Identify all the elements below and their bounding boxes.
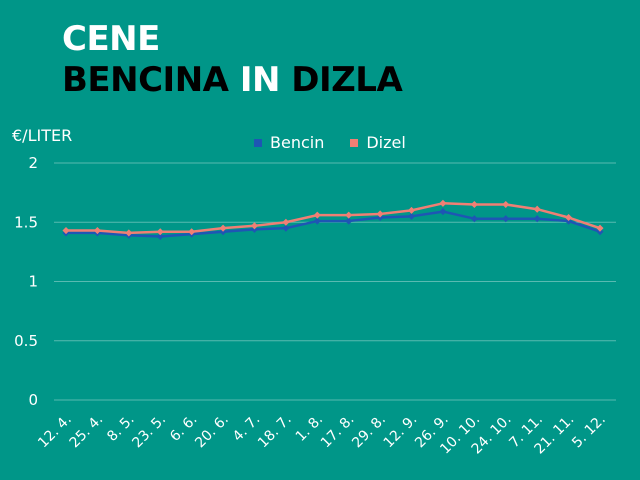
data-point-dizel [188, 228, 196, 236]
x-tick-label: 23. 5. [129, 412, 169, 452]
data-point-dizel [282, 218, 290, 226]
y-tick-label: 0.5 [14, 332, 38, 350]
x-tick-label: 25. 4. [67, 412, 107, 452]
legend-item-dizel: Dizel [350, 133, 406, 152]
data-point-bencin [156, 232, 164, 241]
x-tick-label: 12. 9. [381, 412, 421, 452]
y-tick-label: 1.5 [14, 213, 38, 231]
data-point-dizel [502, 200, 510, 209]
data-point-dizel [596, 224, 604, 232]
data-point-bencin [470, 215, 478, 223]
data-point-bencin [596, 228, 604, 236]
chart-legend: Bencin Dizel [254, 133, 432, 152]
data-point-dizel [219, 224, 227, 232]
series-line-bencin [66, 210, 601, 238]
x-tick-label: 20. 6. [192, 412, 232, 452]
title-word-dizla: DIZLA [291, 60, 403, 100]
series-line-dizel [66, 202, 601, 235]
title-word-in: IN [239, 60, 281, 100]
data-point-bencin [533, 215, 541, 223]
data-point-bencin [502, 215, 510, 223]
data-point-dizel [470, 200, 478, 209]
data-point-dizel [62, 227, 70, 235]
y-tick-label: 2 [28, 154, 38, 172]
x-tick-label: 12. 4. [35, 412, 75, 452]
data-point-bencin [250, 225, 259, 233]
legend-item-bencin: Bencin [254, 133, 324, 152]
data-point-dizel [439, 199, 447, 207]
data-point-dizel [407, 206, 416, 214]
x-tick-label: 17. 8. [318, 412, 358, 452]
legend-swatch-dizel [350, 138, 359, 147]
title-line-2: BENCINA IN DIZLA [62, 60, 403, 100]
data-point-bencin [219, 228, 227, 236]
data-point-dizel [345, 211, 353, 219]
title-word-bencina: BENCINA [62, 60, 229, 100]
data-point-dizel [313, 211, 321, 219]
x-tick-label: 18. 7. [255, 412, 295, 452]
data-point-dizel [565, 213, 573, 222]
data-point-dizel [533, 205, 541, 213]
data-point-bencin [345, 217, 353, 225]
legend-label-dizel: Dizel [366, 133, 406, 152]
data-point-bencin [407, 212, 416, 220]
data-point-bencin [313, 217, 321, 225]
y-tick-label: 0 [28, 391, 38, 409]
x-tick-label: 5. 12. [569, 412, 609, 452]
title-line-1: CENE [62, 19, 160, 59]
data-point-dizel [250, 222, 259, 230]
data-point-dizel [156, 228, 164, 236]
data-point-dizel [376, 210, 384, 218]
data-point-bencin [282, 224, 290, 232]
y-axis-label: €/LITER [12, 126, 73, 145]
data-point-dizel [125, 229, 133, 237]
y-tick-label: 1 [28, 273, 38, 291]
data-point-bencin [439, 208, 447, 216]
legend-label-bencin: Bencin [270, 133, 325, 152]
legend-swatch-bencin [254, 138, 262, 147]
x-tick-label: 29. 8. [349, 412, 389, 452]
data-point-dizel [93, 227, 101, 235]
data-point-bencin [376, 213, 384, 222]
